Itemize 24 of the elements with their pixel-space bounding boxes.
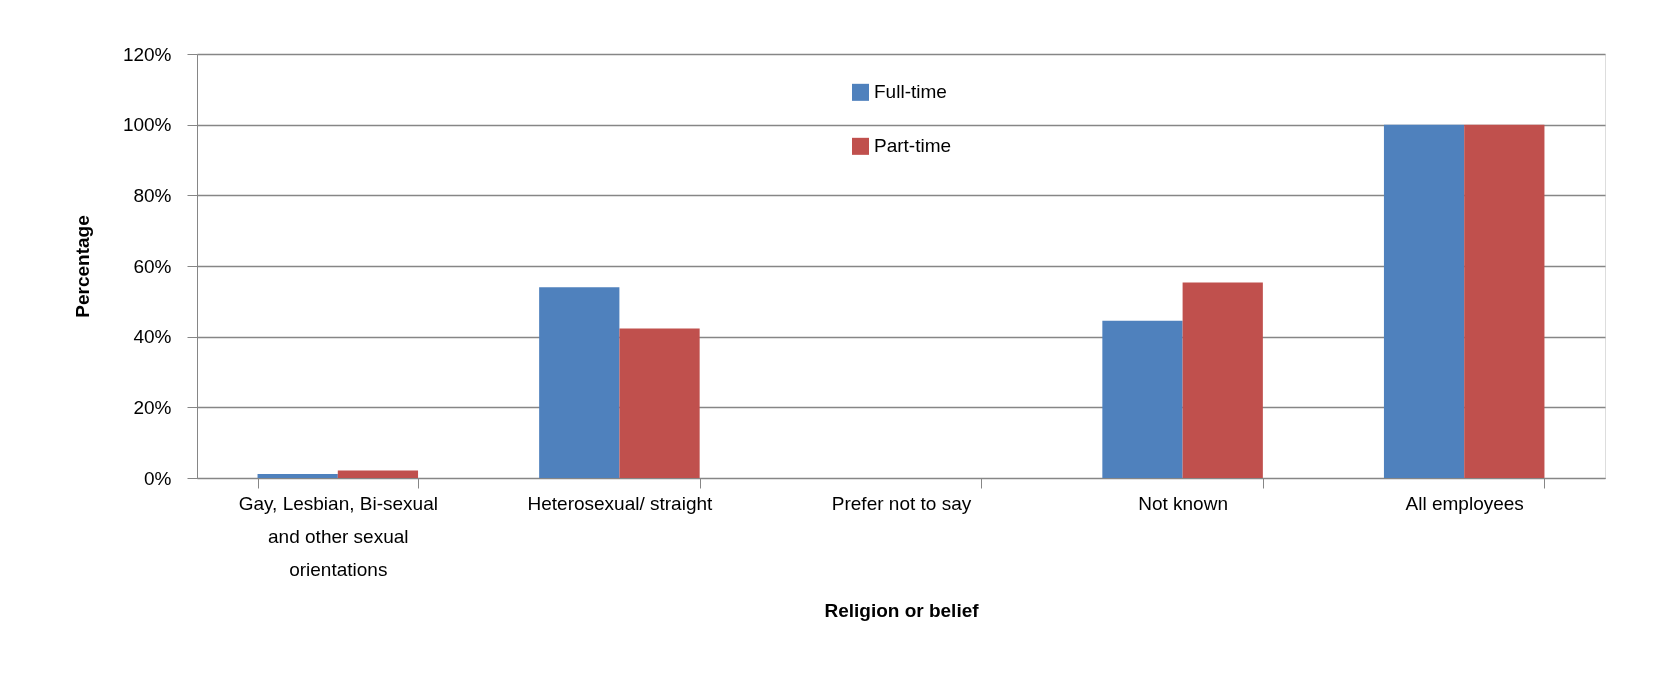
x-tick-label: Prefer not to say	[831, 492, 972, 514]
bar	[337, 470, 419, 478]
x-tick-label: All employees	[1405, 492, 1524, 514]
bar	[619, 328, 700, 478]
x-axis-title: Religion or belief	[824, 599, 980, 621]
bar	[1182, 282, 1263, 478]
y-tick-label: 0%	[144, 467, 172, 489]
y-axis-title: Percentage	[71, 215, 93, 318]
legend-label: Part-time	[874, 135, 952, 157]
x-tick-label: Heterosexual/ straight	[527, 492, 714, 514]
bar	[1464, 124, 1545, 478]
bar	[539, 287, 620, 478]
y-tick-label: 100%	[122, 114, 172, 136]
y-tick-label: 120%	[122, 43, 172, 65]
legend-label: Full-time	[874, 81, 947, 103]
y-tick-label: 40%	[133, 326, 172, 348]
y-tick-label: 60%	[133, 255, 172, 277]
y-tick-label: 20%	[133, 396, 172, 418]
bar	[1383, 124, 1465, 478]
bar	[1102, 320, 1183, 478]
x-tick-label: Gay, Lesbian, Bi-sexual and other sexual orientations	[238, 492, 438, 580]
y-tick-label: 80%	[133, 184, 172, 206]
bar	[257, 474, 338, 478]
x-tick-label: Not known	[1138, 492, 1228, 514]
